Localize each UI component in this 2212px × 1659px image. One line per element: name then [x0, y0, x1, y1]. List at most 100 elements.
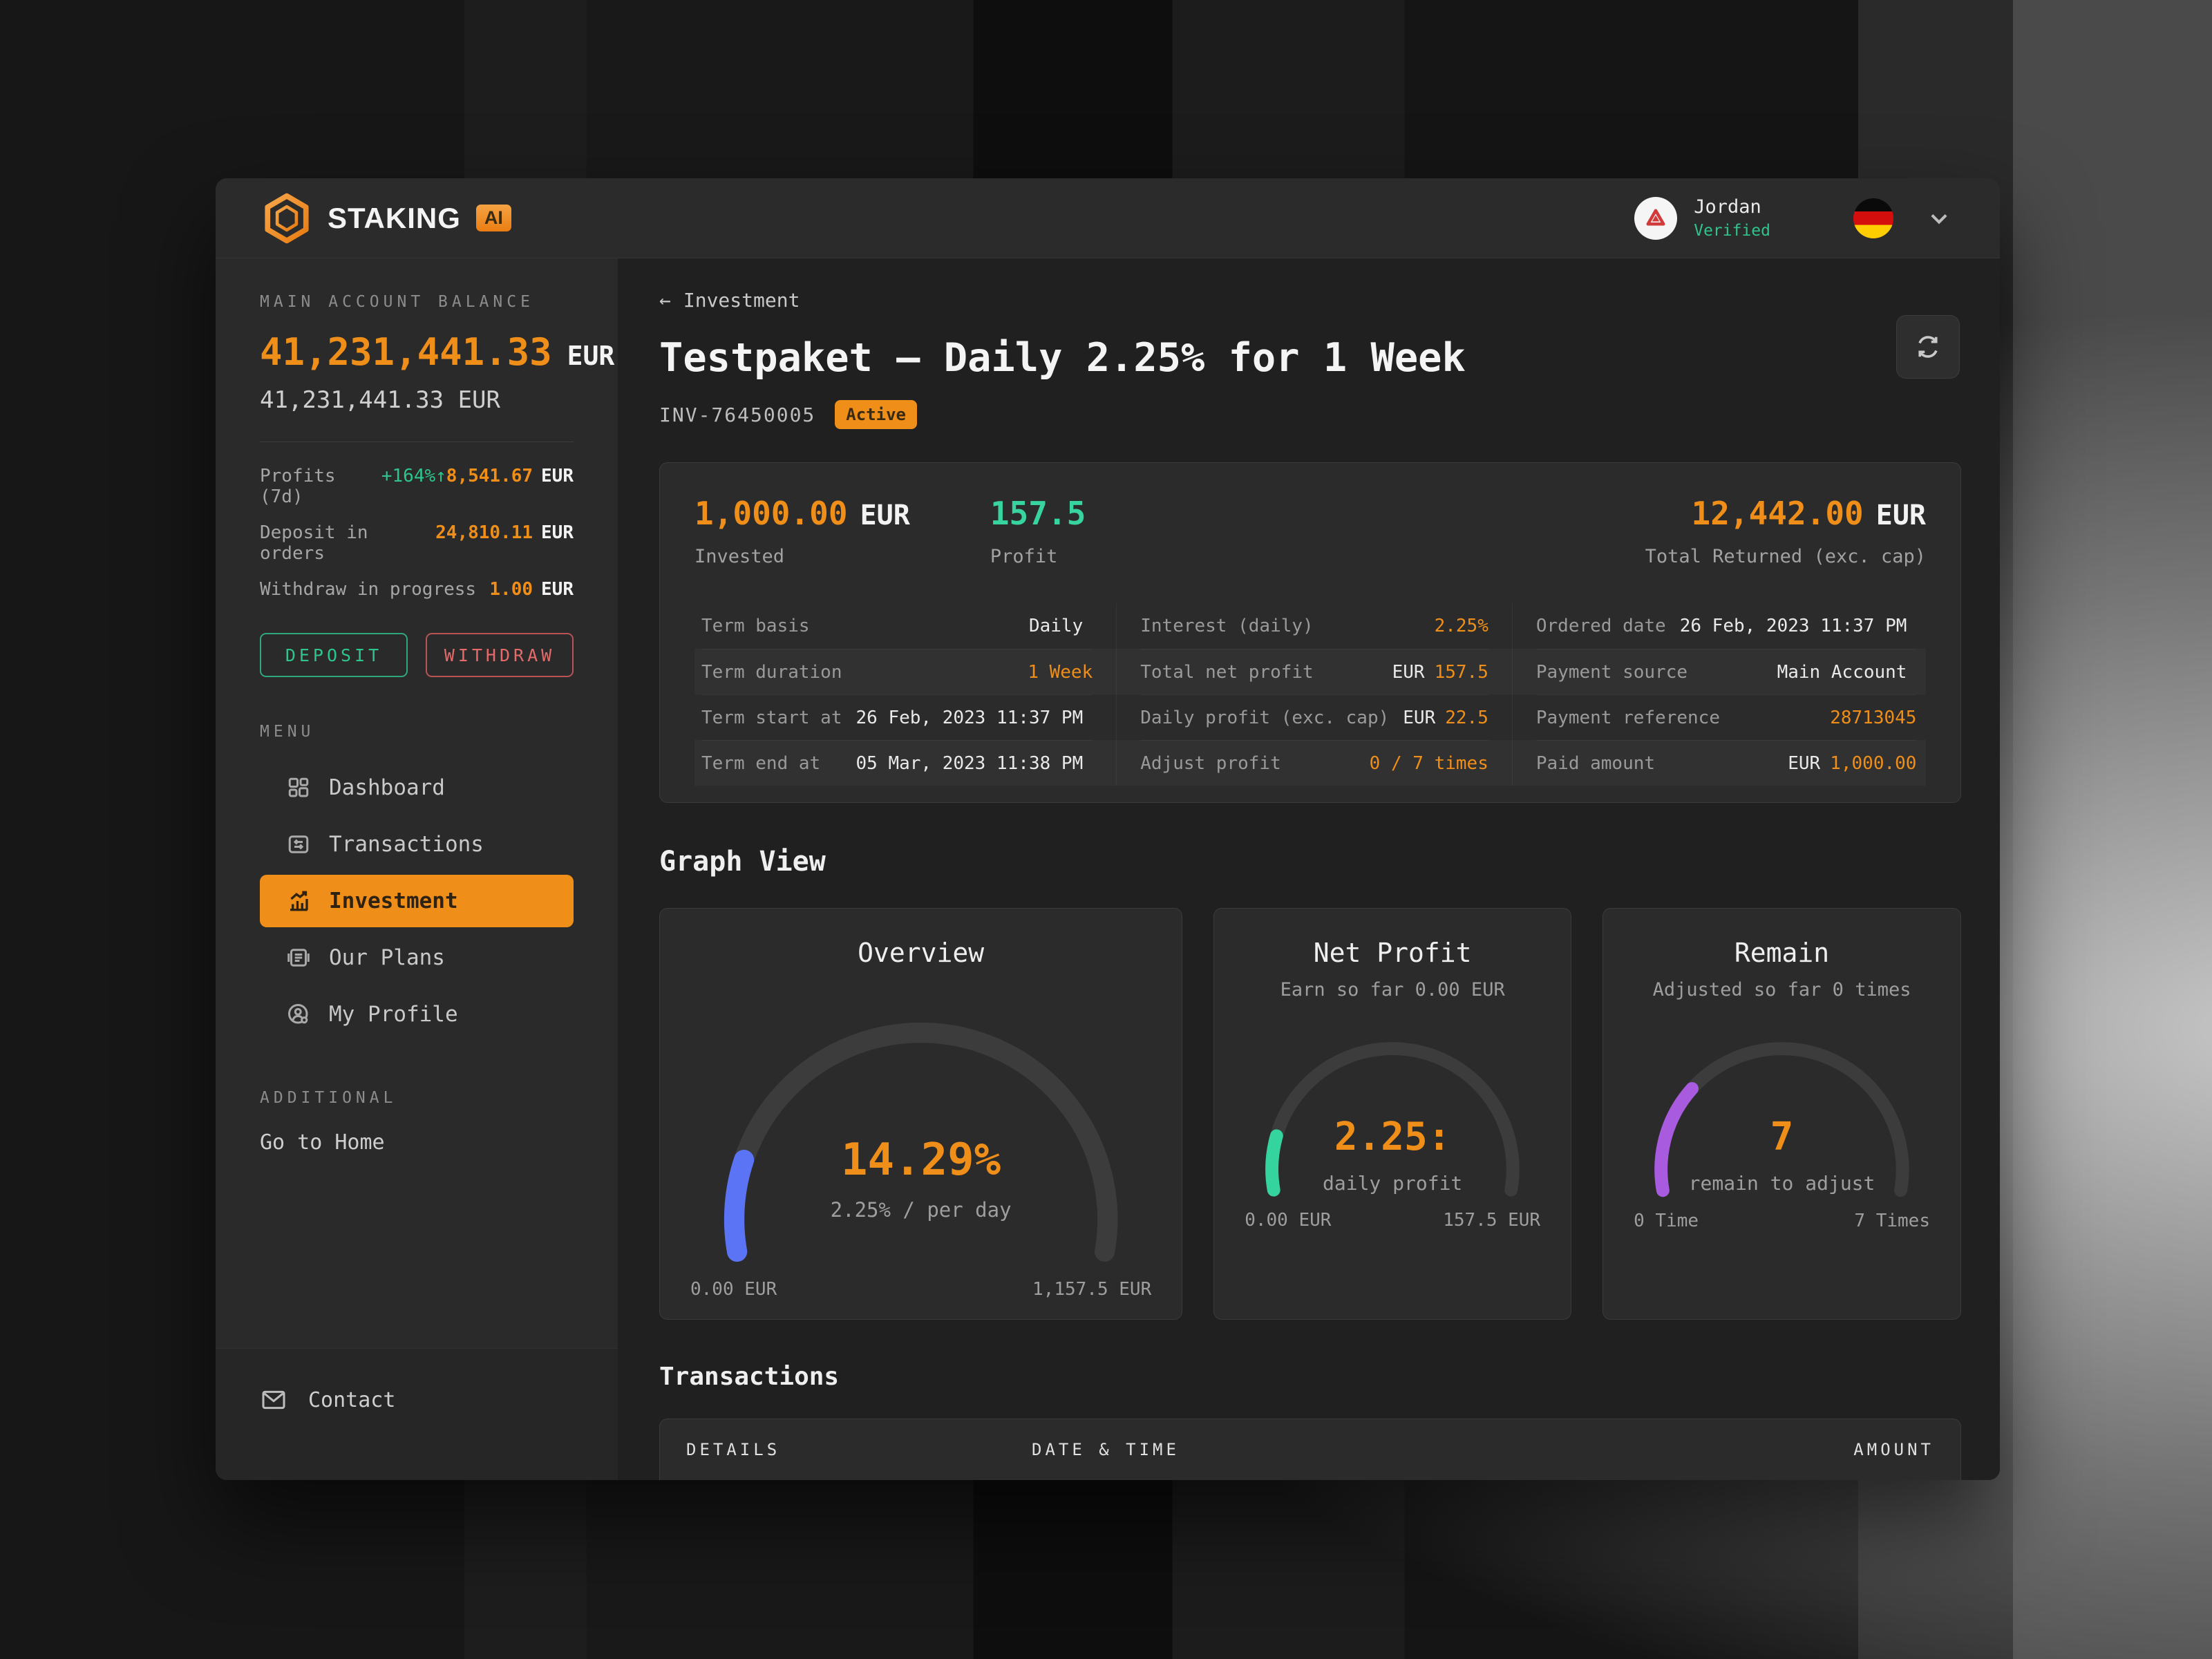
user-verified-badge: Verified	[1694, 222, 1770, 240]
transactions-heading: Transactions	[659, 1363, 840, 1392]
gauge-caption: 2.25% / per day	[830, 1198, 1012, 1222]
detail-term-start: Term start at 26 Feb, 2023 11:37 PM	[701, 694, 1093, 740]
page-title: Testpaket – Daily 2.25% for 1 Week	[659, 335, 1466, 381]
staking-hexagon-logo-icon	[261, 193, 312, 244]
detail-payment-source: Payment source Main Account	[1535, 649, 1917, 694]
gauge-min-label: 0 Time	[1634, 1210, 1699, 1231]
detail-term-duration: Term duration 1 Week	[701, 649, 1093, 694]
graph-view-heading: Graph View	[659, 846, 826, 878]
breadcrumb-label: Investment	[683, 289, 800, 312]
invested-block: 1,000.00 EUR Invested	[694, 495, 910, 567]
sidebar-item-label: Investment	[329, 889, 458, 913]
breadcrumb-back[interactable]: ← Investment	[659, 289, 800, 312]
menu: Dashboard Transactions	[216, 761, 618, 1045]
gauge-card-remain: Remain Adjusted so far 0 times 7 remain …	[1603, 908, 1961, 1320]
refresh-button[interactable]	[1896, 315, 1960, 379]
dashboard-grid-icon	[286, 775, 311, 800]
contact-link[interactable]: Contact	[216, 1348, 618, 1480]
contact-label: Contact	[308, 1387, 396, 1412]
gauge-max-label: 157.5 EUR	[1443, 1210, 1541, 1231]
stat-row-deposit-orders: Deposit in orders 24,810.11 EUR	[260, 522, 574, 564]
sidebar-item-investment[interactable]: Investment	[260, 875, 574, 927]
sidebar-item-our-plans[interactable]: Our Plans	[260, 931, 574, 984]
transactions-table: DETAILS DATE & TIME AMOUNT Investment 26…	[659, 1419, 1961, 1480]
balance-currency: EUR	[567, 341, 615, 371]
detail-payment-reference: Payment reference 28713045	[1535, 694, 1917, 740]
refresh-icon	[1913, 332, 1943, 362]
gauge-caption: remain to adjust	[1688, 1172, 1875, 1195]
profile-gear-icon	[286, 1002, 311, 1027]
gauge-card-overview: Overview 14.29% 2.25% / per day	[659, 908, 1183, 1320]
user-meta: Jordan Verified	[1694, 196, 1770, 240]
balance-value: 41,231,441.33	[260, 330, 552, 374]
top-bar: STAKING AI Jordan Verified	[216, 178, 2000, 258]
go-to-home-link[interactable]: Go to Home	[260, 1130, 385, 1155]
overview-gauge-chart: 14.29% 2.25% / per day	[688, 986, 1154, 1272]
sidebar-item-label: Our Plans	[329, 945, 445, 970]
user-name: Jordan	[1694, 196, 1761, 218]
balance-secondary: 41,231,441.33 EUR	[260, 386, 500, 414]
sidebar-item-transactions[interactable]: Transactions	[260, 818, 574, 871]
additional-section: ADDITIONAL Go to Home	[216, 1089, 618, 1155]
deposit-button[interactable]: DEPOSIT	[260, 633, 408, 677]
gauge-caption: daily profit	[1323, 1172, 1463, 1195]
gauge-title: Net Profit	[1313, 938, 1472, 968]
stat-row-withdraw-progress: Withdraw in progress 1.00 EUR	[260, 579, 574, 600]
gauge-max-label: 1,157.5 EUR	[1032, 1279, 1152, 1300]
sidebar-item-my-profile[interactable]: My Profile	[260, 988, 574, 1041]
detail-term-basis: Term basis Daily	[701, 616, 1084, 636]
main-content: ← Investment Testpaket – Daily 2.25% for…	[618, 258, 2000, 1480]
brand-name: STAKING	[328, 201, 461, 234]
app-window: STAKING AI Jordan Verified	[216, 178, 2000, 1480]
gauge-card-net-profit: Net Profit Earn so far 0.00 EUR 2.25: da…	[1213, 908, 1572, 1320]
withdraw-button[interactable]: WITHDRAW	[426, 633, 574, 677]
detail-daily-profit: Daily profit (exc. cap) EUR 22.5	[1140, 694, 1488, 740]
total-returned-block: 12,442.00 EUR Total Returned (exc. cap)	[1645, 495, 1926, 567]
status-badge: Active	[835, 400, 917, 429]
detail-interest-daily: Interest (daily) 2.25%	[1140, 616, 1488, 636]
remain-gauge-chart: 7 remain to adjust	[1631, 1018, 1933, 1204]
german-flag-icon[interactable]	[1853, 198, 1893, 238]
trend-up-badge: +164%↑	[381, 466, 446, 486]
detail-term-end: Term end at 05 Mar, 2023 11:38 PM	[701, 740, 1093, 786]
user-area: Jordan Verified	[1634, 196, 1954, 240]
balance-section: MAIN ACCOUNT BALANCE 41,231,441.33 EUR 4…	[216, 293, 618, 741]
balance-label: MAIN ACCOUNT BALANCE	[260, 293, 534, 311]
sidebar-item-dashboard[interactable]: Dashboard	[260, 761, 574, 814]
brand-ai-badge: AI	[475, 205, 511, 231]
back-arrow-icon: ←	[659, 289, 671, 312]
gauge-min-label: 0.00 EUR	[690, 1279, 777, 1300]
investment-reference: INV-76450005	[659, 403, 816, 426]
profit-value: 157.5	[990, 495, 1086, 532]
gauge-subtitle: Earn so far 0.00 EUR	[1280, 979, 1505, 1001]
sidebar: MAIN ACCOUNT BALANCE 41,231,441.33 EUR 4…	[216, 258, 618, 1480]
transactions-table-header: DETAILS DATE & TIME AMOUNT	[686, 1440, 1934, 1460]
invested-value: 1,000.00	[694, 495, 848, 532]
chevron-down-icon[interactable]	[1924, 203, 1954, 234]
profit-block: 157.5 Profit	[990, 495, 1086, 567]
sidebar-item-label: Transactions	[329, 832, 484, 857]
bar-chart-icon	[286, 889, 311, 913]
additional-section-label: ADDITIONAL	[260, 1089, 397, 1107]
gauge-max-label: 7 Times	[1854, 1210, 1930, 1231]
gauge-title: Remain	[1734, 938, 1830, 968]
detail-adjust-profit: Adjust profit 0 / 7 times	[1140, 740, 1488, 786]
sidebar-item-label: My Profile	[329, 1002, 458, 1027]
returned-value: 12,442.00	[1691, 495, 1864, 532]
gauge-subtitle: Adjusted so far 0 times	[1652, 979, 1911, 1001]
menu-section-label: MENU	[260, 723, 315, 741]
detail-paid-amount: Paid amount EUR 1,000.00	[1535, 740, 1917, 786]
avatar[interactable]	[1634, 196, 1678, 240]
envelope-icon	[260, 1386, 287, 1414]
gauge-value: 7	[1770, 1115, 1794, 1160]
investment-summary-card: 1,000.00 EUR Invested 157.5 Profit 12,44…	[659, 462, 1961, 803]
brand-logo: STAKING AI	[261, 193, 511, 244]
net-profit-gauge-chart: 2.25: daily profit	[1242, 1018, 1543, 1203]
swap-arrows-icon	[286, 832, 311, 857]
stat-row-profits: Profits (7d) +164%↑ 8,541.67 EUR	[260, 466, 574, 507]
detail-total-net-profit: Total net profit EUR 157.5	[1140, 649, 1488, 694]
investment-details-grid: Term basis Daily Term duration 1 Week Te…	[694, 603, 1926, 786]
sidebar-item-label: Dashboard	[329, 775, 445, 800]
plans-card-icon	[286, 945, 311, 970]
